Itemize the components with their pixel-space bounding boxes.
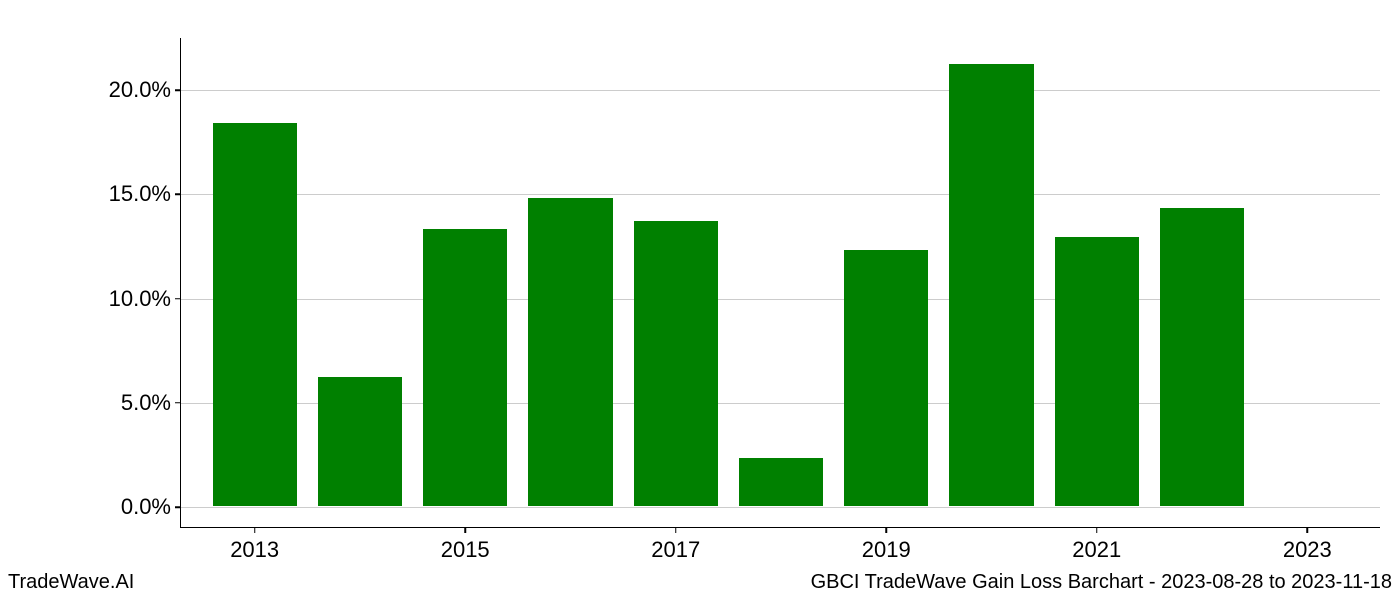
bar	[739, 458, 823, 506]
x-tick-label: 2017	[651, 527, 700, 563]
bar	[423, 229, 507, 506]
y-tick-label: 15.0%	[109, 181, 181, 207]
gridline	[181, 194, 1380, 195]
footer-right-text: GBCI TradeWave Gain Loss Barchart - 2023…	[811, 571, 1392, 594]
gridline	[181, 90, 1380, 91]
y-tick-label: 10.0%	[109, 286, 181, 312]
gridline	[181, 507, 1380, 508]
x-tick-label: 2013	[230, 527, 279, 563]
bar	[949, 64, 1033, 506]
bar	[213, 123, 297, 507]
chart-container: 0.0% 5.0% 10.0% 15.0% 20.0% 2013 2015 2017 2019 2…	[0, 0, 1400, 600]
bar	[1160, 208, 1244, 506]
bar	[634, 221, 718, 507]
x-tick-label: 2021	[1072, 527, 1121, 563]
y-tick-label: 5.0%	[121, 390, 181, 416]
y-tick-label: 20.0%	[109, 77, 181, 103]
y-tick-label: 0.0%	[121, 494, 181, 520]
bar	[528, 198, 612, 507]
x-tick-label: 2015	[441, 527, 490, 563]
x-tick-label: 2023	[1283, 527, 1332, 563]
bar	[1055, 237, 1139, 506]
x-tick-label: 2019	[862, 527, 911, 563]
bar	[318, 377, 402, 506]
plot-area: 0.0%5.0%10.0%15.0%20.0%20132015201720192…	[180, 38, 1380, 528]
bar	[844, 250, 928, 506]
footer-left-text: TradeWave.AI	[8, 571, 134, 594]
